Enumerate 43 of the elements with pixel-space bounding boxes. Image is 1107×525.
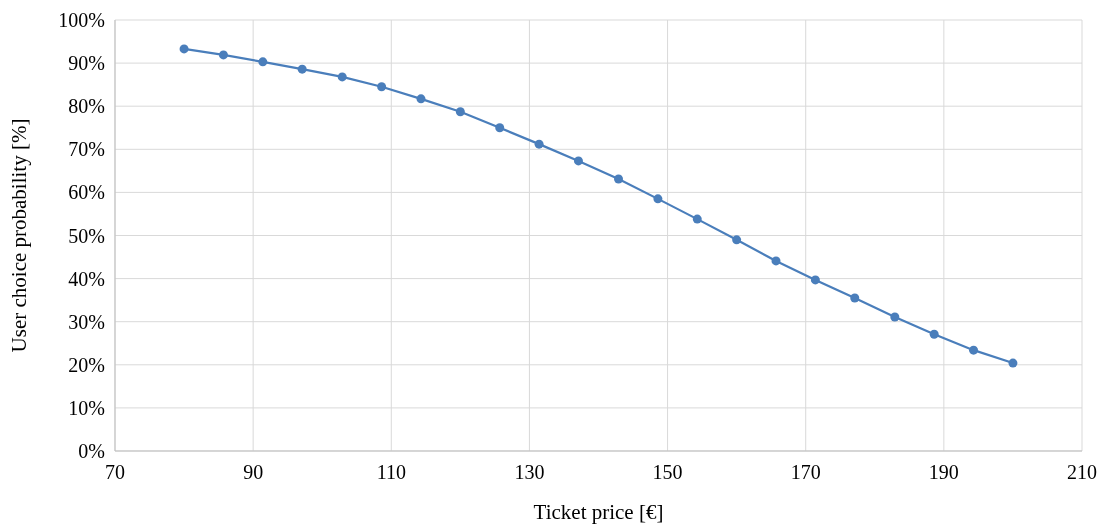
point [297,64,307,74]
point [850,293,860,303]
x-tick-label: 210 [1067,461,1097,483]
point [337,72,347,82]
point [969,345,979,355]
y-tick-label: 40% [68,267,105,290]
y-tick-label: 0% [78,440,105,462]
point [416,94,426,104]
point [455,107,465,117]
y-tick-label: 60% [68,181,105,204]
x-tick-label: 190 [928,461,959,483]
point [1008,358,1018,368]
point [179,44,189,54]
point [495,123,505,133]
x-axis-title: Ticket price [€] [533,500,664,524]
y-tick-label: 50% [68,224,105,247]
point [614,174,624,184]
x-tick-label: 170 [790,461,821,483]
y-axis-title: User choice probability [%] [7,118,31,353]
point [573,156,583,166]
point [810,275,820,285]
point [929,329,939,339]
point [653,194,663,204]
y-tick-label: 30% [68,310,105,333]
point [218,50,228,60]
point [377,82,387,92]
y-tick-label: 10% [68,396,105,419]
y-tick-label: 90% [68,52,105,75]
point [771,256,781,266]
x-tick-label: 110 [376,461,406,483]
y-tick-label: 100% [58,9,105,31]
x-tick-label: 70 [105,461,125,483]
point [692,214,702,224]
point [890,312,900,322]
y-tick-label: 80% [68,95,105,118]
point [258,57,268,67]
x-tick-label: 150 [652,461,683,483]
x-tick-label: 130 [514,461,545,483]
point [534,139,544,149]
x-tick-label: 90 [243,461,264,483]
y-tick-label: 70% [68,138,105,161]
y-tick-label: 20% [68,353,105,376]
point [732,235,742,245]
